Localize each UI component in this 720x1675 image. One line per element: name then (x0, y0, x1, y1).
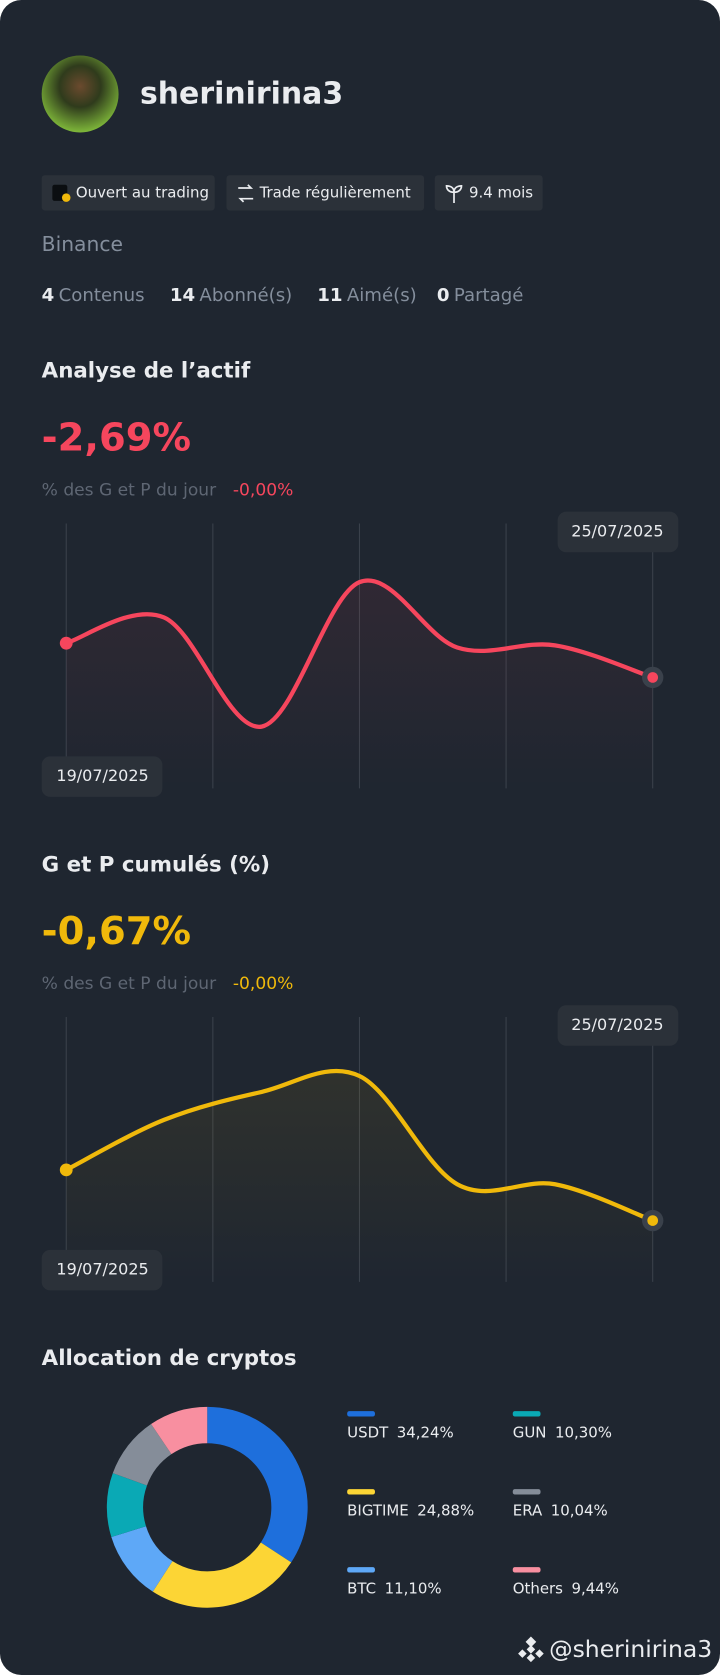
stats: 4 Contenus 14 Abonné(s) 11 Aimé(s) 0 Partagé (42, 285, 524, 306)
stat: 4 Contenus (42, 285, 145, 306)
badge-text: 9.4 mois (469, 183, 533, 201)
section-title: G et P cumulés (%) (42, 852, 270, 877)
line (65, 1068, 654, 1223)
exchange: Binance (42, 232, 123, 256)
badge-text: Trade régulièrement (259, 183, 411, 201)
date-tag (41, 756, 163, 797)
charts: Analyse de l’actif -2,69% % des G et P du … (41, 359, 679, 1608)
section-title: Allocation de cryptos (42, 1346, 297, 1371)
legend-label: Others (513, 1580, 563, 1598)
donut-segment (206, 1406, 308, 1563)
watermark-text: @sherinirina3 (549, 1635, 712, 1663)
username: sherinirina3 (140, 77, 343, 112)
section-title: Analyse de l’actif (42, 359, 251, 384)
legend-swatch (512, 1411, 541, 1417)
stat: 0 Partagé (437, 285, 524, 306)
stat: 11 Aimé(s) (317, 285, 417, 306)
end-date: 25/07/2025 (571, 521, 663, 540)
donut-segment (111, 1525, 174, 1592)
legend-value: 24,88% (417, 1502, 474, 1520)
start-point (59, 636, 73, 650)
badge-text: Ouvert au trading (76, 183, 209, 201)
badge (41, 175, 215, 211)
legend-value: 11,10% (385, 1580, 442, 1598)
start-date: 19/07/2025 (56, 1260, 148, 1279)
stat-label: Abonné(s) (199, 285, 292, 306)
legend-value: 34,24% (397, 1424, 454, 1442)
donut-segment (112, 1424, 173, 1487)
logo (518, 1636, 544, 1663)
stat-value: 0 (437, 285, 450, 306)
line (65, 578, 654, 729)
donut-segment (106, 1473, 148, 1537)
day-label: % des G et P du jour (42, 974, 217, 994)
summary-value: -0,67% (42, 909, 191, 954)
legend-label: GUN (513, 1424, 547, 1442)
date-tag (557, 511, 679, 553)
day-label: % des G et P du jour (42, 480, 217, 500)
stat-value: 14 (170, 285, 195, 306)
legend-swatch (512, 1489, 541, 1495)
legend-value: 10,04% (551, 1502, 608, 1520)
badge-icon (238, 184, 254, 203)
area (66, 1070, 653, 1282)
stat-label: Aimé(s) (347, 285, 417, 306)
legend-swatch (347, 1489, 375, 1495)
start-date: 19/07/2025 (56, 766, 148, 785)
legend-swatch (347, 1411, 375, 1417)
legend-label: BTC (347, 1580, 376, 1598)
badge (434, 175, 543, 211)
badge (226, 175, 425, 211)
area (66, 580, 653, 789)
badge-icon (445, 185, 463, 203)
badge-icon (61, 193, 71, 202)
date-tag (41, 1249, 163, 1291)
badges: Ouvert au trading Trade régulièrement 9.… (41, 175, 543, 211)
stat-label: Partagé (454, 285, 524, 306)
legend-value: 9,44% (572, 1580, 619, 1598)
end-point (647, 1215, 659, 1226)
day-value: -0,00% (233, 480, 293, 500)
end-date: 25/07/2025 (571, 1015, 663, 1034)
start-point (59, 1163, 73, 1177)
donut-segment (151, 1406, 208, 1455)
stat-value: 11 (317, 285, 342, 306)
date-tag (557, 1005, 679, 1046)
legend-label: USDT (347, 1424, 389, 1442)
summary-value: -2,69% (42, 416, 191, 461)
legend-swatch (512, 1567, 541, 1573)
stat-value: 4 (42, 285, 55, 306)
day-value: -0,00% (233, 974, 293, 994)
legend-value: 10,30% (555, 1424, 612, 1442)
legend-label: ERA (513, 1502, 543, 1520)
stat: 14 Abonné(s) (170, 285, 292, 306)
end-point (647, 672, 659, 683)
avatar (41, 55, 119, 133)
legend-label: BIGTIME (347, 1502, 409, 1520)
legend-swatch (347, 1567, 375, 1573)
stat-label: Contenus (59, 285, 145, 306)
donut-segment (152, 1541, 292, 1608)
watermark: @sherinirina3 (518, 1635, 712, 1663)
